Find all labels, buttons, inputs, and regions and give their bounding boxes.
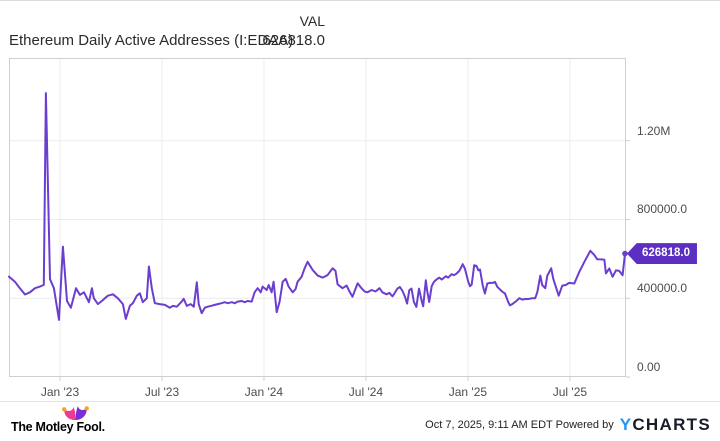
- jester-cap-icon: [62, 405, 89, 421]
- top-divider: [0, 0, 720, 1]
- motley-fool-logo: The Motley Fool.: [11, 404, 131, 438]
- current-value-badge: 626818.0: [627, 243, 697, 265]
- motley-fool-wordmark: The Motley Fool.: [11, 420, 105, 434]
- data-line: [8, 92, 626, 321]
- x-axis-label: Jul '25: [552, 385, 588, 399]
- plot-border: [9, 58, 626, 377]
- value-column: VAL 626818.0: [180, 12, 325, 50]
- x-axis-labels: Jan '23 Jul '23 Jan '24 Jul '24 Jan '25 Jul '…: [9, 385, 626, 400]
- y-axis-label: 0.00: [637, 360, 661, 374]
- ycharts-logo-charts: CHARTS: [632, 415, 711, 434]
- footer-attribution: Oct 7, 2025, 9:11 AM EDT Powered by YCHA…: [425, 413, 711, 437]
- x-axis-label: Jul '23: [144, 385, 180, 399]
- x-axis-label: Jul '24: [348, 385, 384, 399]
- last-point-marker: [622, 250, 628, 257]
- x-axis-label: Jan '23: [40, 385, 80, 399]
- y-axis-label: 400000.0: [637, 281, 688, 296]
- ycharts-logo: YCHARTS: [620, 413, 711, 437]
- x-axis-label: Jan '25: [448, 385, 488, 399]
- value-header-label: VAL: [299, 13, 325, 29]
- chart-timestamp: Oct 7, 2025, 9:11 AM EDT Powered by: [425, 419, 614, 431]
- footer-divider: [0, 401, 720, 402]
- powered-by-label: Powered by: [555, 419, 614, 431]
- y-axis-label: 1.20M: [637, 123, 671, 138]
- page-title: Ethereum Daily Active Addresses (I:EDAA): [9, 32, 294, 49]
- y-axis-label: 800000.0: [637, 202, 688, 217]
- line-chart-svg: [8, 58, 630, 381]
- chart-plot-area: [8, 58, 630, 381]
- y-axis-labels: 0.00 400000.0 800000.0 1.20M: [637, 58, 717, 377]
- current-value: 626818.0: [262, 32, 325, 49]
- ycharts-logo-y: Y: [619, 415, 633, 434]
- timestamp-text: Oct 7, 2025, 9:11 AM EDT: [425, 419, 553, 431]
- x-axis-label: Jan '24: [244, 385, 284, 399]
